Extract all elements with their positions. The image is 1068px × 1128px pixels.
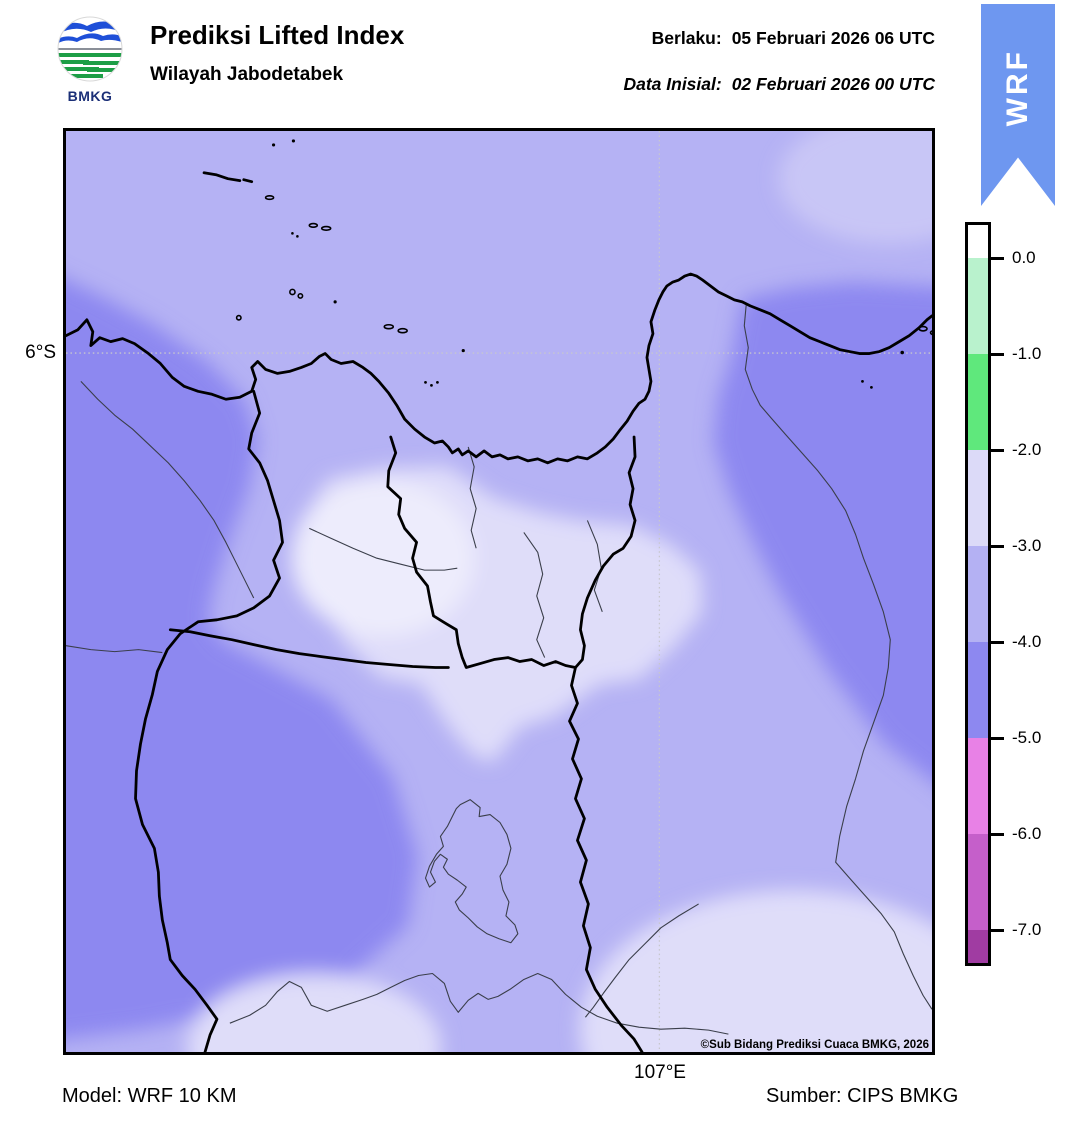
colorbar-segment	[968, 546, 988, 642]
colorbar-tick	[991, 448, 1004, 452]
page-title: Prediksi Lifted Index	[150, 20, 405, 50]
li-dark-region-northeast	[713, 282, 932, 781]
south-boundary	[168, 628, 450, 669]
southeast-boundary	[568, 666, 644, 1052]
li-lightest-core	[291, 480, 475, 636]
bmkg-logo: BMKG	[50, 16, 130, 104]
west-province-boundary	[134, 389, 284, 1052]
region-boundaries	[66, 303, 932, 1035]
map-canvas: ©Sub Bidang Prediksi Cuaca BMKG, 2026	[63, 128, 935, 1055]
initial-data-value: 02 Februari 2026 00 UTC	[731, 74, 935, 94]
colorbar-tick	[991, 352, 1004, 356]
gridlines	[66, 131, 932, 1052]
colorbar-tick-label: -6.0	[1012, 824, 1042, 843]
jakarta-boundary	[386, 435, 637, 669]
colorbar	[965, 222, 991, 966]
colorbar-segment	[968, 225, 988, 258]
lat-tick-label: 6°S	[25, 342, 56, 363]
wrf-ribbon: WRF	[981, 4, 1055, 206]
map-svg	[66, 131, 932, 1052]
colorbar-tick-label: -3.0	[1012, 536, 1042, 555]
colorbar-tick	[991, 736, 1004, 740]
colorbar-tick	[991, 640, 1004, 644]
valid-time: Berlaku: 05 Februari 2026 06 UTC	[652, 28, 935, 49]
colorbar-tick	[991, 544, 1004, 548]
colorbar-segment	[968, 834, 988, 930]
li-light-region-southeast	[579, 890, 932, 1052]
colorbar-tick-label: -5.0	[1012, 728, 1042, 747]
li-light-region-southwest	[187, 973, 442, 1052]
colorbar-segment	[968, 258, 988, 354]
colorbar-tick-label: -7.0	[1012, 920, 1042, 939]
colorbar-tick	[991, 928, 1004, 932]
footer-model-label: Model: WRF 10 KM	[62, 1085, 237, 1107]
colorbar-tick-label: 0.0	[1012, 248, 1036, 267]
colorbar-segment	[968, 930, 988, 963]
wrf-ribbon-label: WRF	[1001, 49, 1034, 127]
islands	[202, 139, 932, 389]
bmkg-logo-text: BMKG	[67, 88, 113, 104]
initial-data-time: Data Inisial: 02 Februari 2026 00 UTC	[623, 74, 935, 95]
colorbar-tick-label: -2.0	[1012, 440, 1042, 459]
li-light-region-topright	[778, 131, 932, 245]
lon-tick-label: 107°E	[634, 1062, 686, 1083]
province-boundaries	[134, 389, 644, 1052]
map-copyright: ©Sub Bidang Prediksi Cuaca BMKG, 2026	[700, 1039, 929, 1051]
colorbar-segment	[968, 354, 988, 450]
colorbar-tick-label: -1.0	[1012, 344, 1042, 363]
colorbar-tick-label: -4.0	[1012, 632, 1042, 651]
colorbar-segment	[968, 450, 988, 546]
colorbar-tick	[991, 256, 1004, 260]
footer-source-label: Sumber: CIPS BMKG	[766, 1085, 959, 1107]
coastline	[66, 272, 932, 465]
bmkg-logo-icon	[57, 16, 123, 82]
colorbar-segment	[968, 738, 988, 834]
valid-time-label: Berlaku:	[651, 28, 722, 48]
valid-time-value: 05 Februari 2026 06 UTC	[731, 28, 935, 48]
colorbar-tick	[991, 832, 1004, 836]
page-subtitle: Wilayah Jabodetabek	[150, 64, 344, 85]
colorbar-segment	[968, 642, 988, 738]
initial-data-label: Data Inisial:	[623, 74, 722, 94]
bogor-enclave	[424, 799, 519, 944]
